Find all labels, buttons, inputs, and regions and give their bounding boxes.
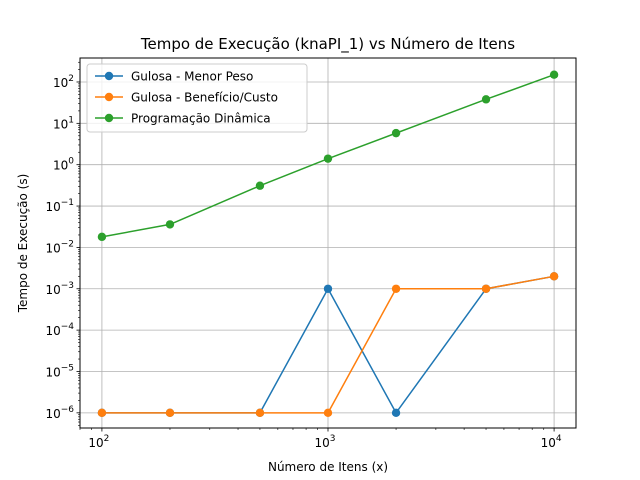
- series-layer: [97, 70, 559, 418]
- y-tick-label: 10−6: [45, 405, 74, 421]
- data-point: [255, 408, 265, 418]
- legend-box: [86, 63, 308, 133]
- legend-marker: [104, 92, 114, 102]
- data-point: [255, 181, 265, 190]
- data-point: [165, 220, 175, 229]
- x-axis-label: Número de Itens (x): [268, 460, 388, 474]
- y-tick-label: 10−1: [45, 198, 74, 214]
- y-tick-label: 10−2: [45, 239, 74, 255]
- data-point: [323, 408, 333, 418]
- data-point: [549, 70, 559, 79]
- legend-marker: [104, 113, 114, 123]
- grid: [80, 58, 576, 428]
- data-point: [323, 284, 333, 293]
- data-point: [323, 154, 333, 163]
- y-tick-label: 101: [53, 115, 74, 131]
- y-tick-label: 10−4: [45, 322, 74, 338]
- legend: Gulosa - Menor Peso Gulosa - Benefício/Cu…: [86, 63, 308, 133]
- y-tick-label: 10−3: [45, 281, 74, 297]
- data-point: [391, 408, 401, 418]
- y-tick-label: 100: [53, 157, 74, 173]
- data-point: [481, 284, 491, 293]
- data-point: [391, 128, 401, 138]
- x-tick-label: 103: [314, 434, 335, 450]
- legend-label: Gulosa - Menor Peso: [131, 70, 253, 84]
- y-tick-label: 10−5: [45, 363, 74, 379]
- y-axis-label: Tempo de Execução (s): [16, 174, 30, 314]
- data-point: [97, 232, 107, 242]
- legend-label: Programação Dinâmica: [131, 112, 271, 126]
- x-tick-label: 102: [88, 434, 109, 450]
- data-point: [165, 408, 175, 418]
- data-point: [391, 284, 401, 293]
- legend-marker: [104, 71, 114, 81]
- data-point: [97, 408, 107, 418]
- ticks: 102 103 104 10−6 10−5 10−4 10−3 10−2 10−1 100 101 1…: [45, 61, 562, 450]
- data-point: [481, 95, 491, 104]
- data-point: [549, 272, 559, 281]
- x-tick-label: 104: [541, 434, 562, 450]
- chart-title: Tempo de Execução (knaPI_1) vs Número de…: [140, 35, 515, 54]
- legend-label: Gulosa - Benefício/Custo: [131, 91, 278, 105]
- y-tick-label: 102: [53, 74, 74, 90]
